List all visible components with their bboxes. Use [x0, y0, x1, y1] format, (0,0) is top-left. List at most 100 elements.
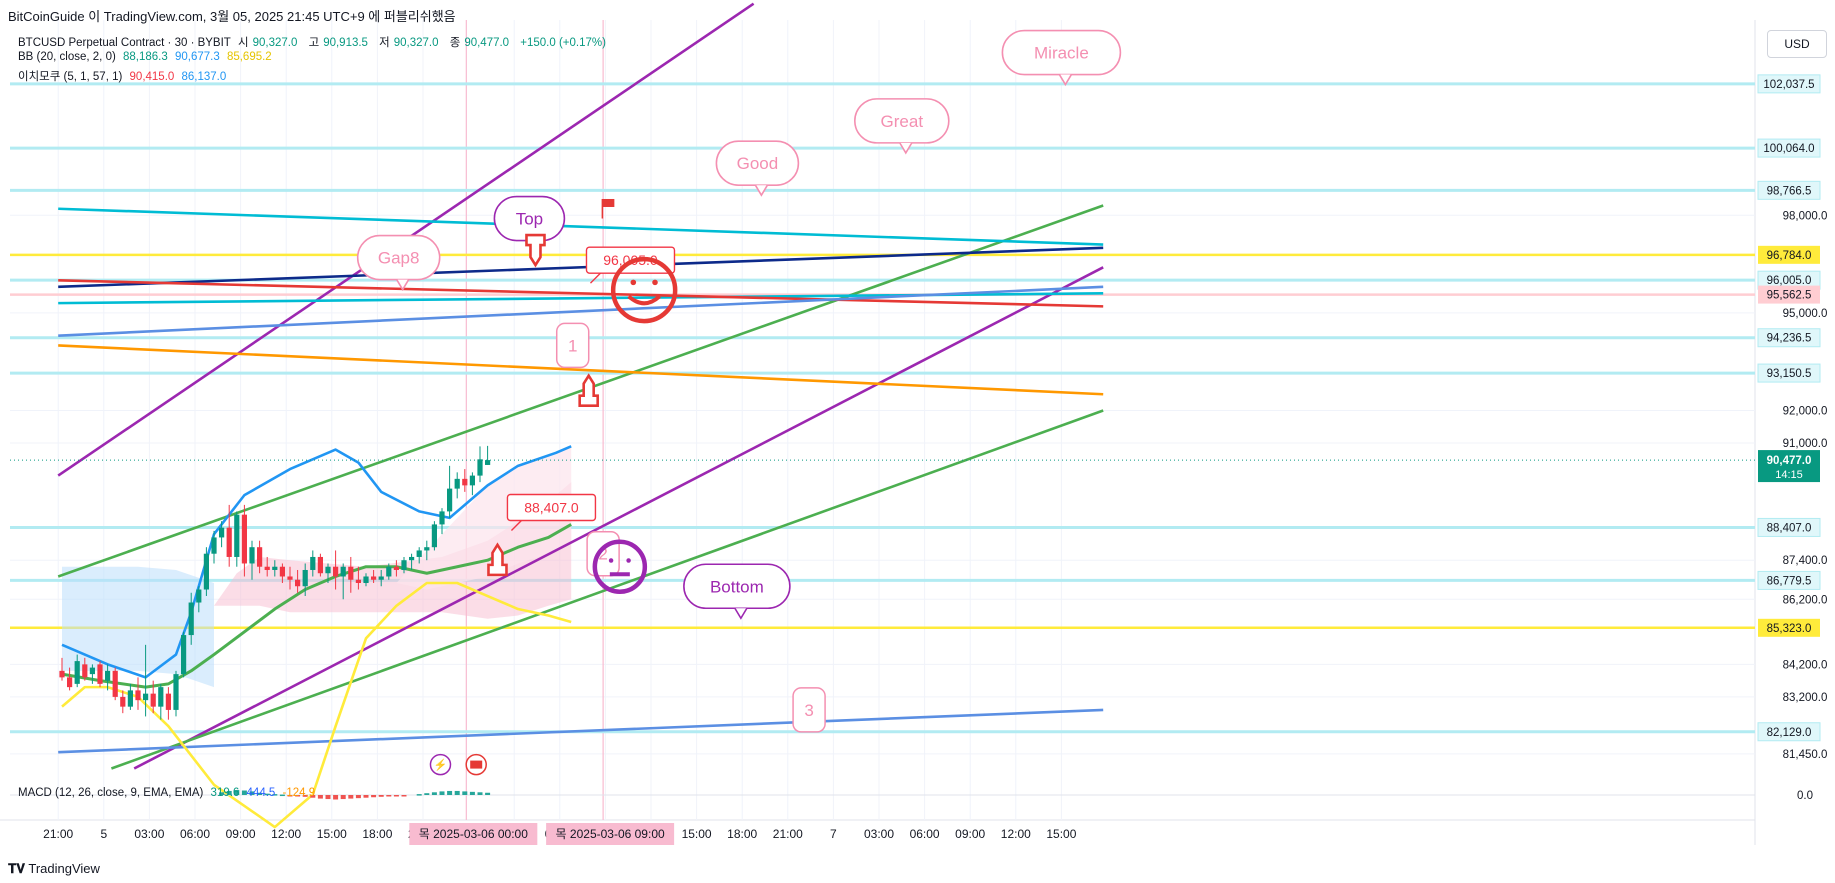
candle-body[interactable]: [409, 556, 415, 561]
current-price-badge[interactable]: [1758, 450, 1820, 483]
candle-body[interactable]: [264, 566, 270, 570]
candle-body[interactable]: [127, 690, 133, 707]
candle-body[interactable]: [447, 488, 453, 512]
candle-body[interactable]: [211, 537, 217, 554]
candle-body[interactable]: [241, 514, 247, 564]
candle-body[interactable]: [105, 670, 111, 681]
candle-body[interactable]: [333, 566, 339, 577]
level-price-badge[interactable]: [1757, 180, 1821, 200]
currency-button[interactable]: USD: [1767, 30, 1827, 58]
number-box[interactable]: [792, 687, 826, 733]
level-price-badge[interactable]: [1757, 328, 1821, 348]
level-price-badge[interactable]: [1757, 570, 1821, 590]
candle-body[interactable]: [340, 566, 346, 577]
candle-body[interactable]: [355, 579, 361, 583]
candle-body[interactable]: [477, 459, 483, 476]
trend-line-navy[interactable]: [58, 246, 1104, 289]
candle-body[interactable]: [257, 547, 263, 567]
level-price-badge[interactable]: [1757, 517, 1821, 537]
trend-line-cyan[interactable]: [58, 207, 1104, 246]
candle-body[interactable]: [181, 635, 187, 675]
candle-body[interactable]: [203, 553, 209, 590]
flag-icon[interactable]: [602, 198, 615, 207]
candle-body[interactable]: [416, 550, 422, 557]
candle-body[interactable]: [226, 527, 232, 557]
candle-body[interactable]: [401, 560, 407, 570]
candle-body[interactable]: [112, 670, 118, 697]
candle-body[interactable]: [325, 566, 331, 574]
candle-body[interactable]: [143, 693, 149, 701]
level-price-badge[interactable]: [1757, 138, 1821, 158]
candle-body[interactable]: [150, 693, 156, 707]
date-marker-badge[interactable]: [546, 823, 675, 845]
trend-line-blue[interactable]: [58, 708, 1104, 754]
lightning-event-icon[interactable]: [429, 753, 452, 776]
trend-line-orange[interactable]: [58, 344, 1104, 396]
candle-body[interactable]: [188, 602, 194, 636]
candle-body[interactable]: [485, 460, 491, 465]
symbol-name[interactable]: BTCUSD Perpetual Contract · 30 · BYBIT: [18, 37, 231, 49]
trend-line-purple[interactable]: [133, 266, 1104, 770]
candle-body[interactable]: [378, 576, 384, 580]
candle-body[interactable]: [393, 566, 399, 570]
candle-body[interactable]: [67, 677, 73, 688]
legend-macd-row[interactable]: MACD (12, 26, close, 9, EMA, EMA) 319.6 …: [18, 787, 319, 799]
macd-bar: [454, 790, 460, 795]
candle-body[interactable]: [454, 478, 460, 489]
candle-body[interactable]: [371, 576, 377, 580]
special-price-badge[interactable]: [1758, 245, 1820, 264]
special-price-badge[interactable]: [1758, 285, 1820, 304]
candle-body[interactable]: [74, 661, 80, 684]
trend-line-green[interactable]: [57, 204, 1104, 578]
candle-body[interactable]: [173, 674, 179, 710]
candle-body[interactable]: [82, 664, 88, 678]
candle-body[interactable]: [165, 693, 171, 710]
candle-body[interactable]: [135, 690, 141, 701]
annotation-text: Miracle: [1034, 44, 1089, 63]
legend-bb-row[interactable]: BB (20, close, 2, 0) 88,186.3 90,677.3 8…: [18, 51, 276, 63]
bar-countdown-label: 14:15: [1775, 469, 1803, 481]
candle-body[interactable]: [295, 579, 301, 587]
candle-body[interactable]: [272, 566, 278, 570]
candle-body[interactable]: [310, 556, 316, 570]
bb-upper-line[interactable]: [61, 445, 572, 679]
candle-body[interactable]: [196, 589, 202, 603]
price-note-box[interactable]: [506, 493, 597, 522]
level-price-badge[interactable]: [1757, 363, 1821, 383]
price-tick-label: 95,000.0: [1783, 308, 1828, 320]
level-price-badge[interactable]: [1757, 722, 1821, 742]
candle-body[interactable]: [424, 547, 430, 551]
macd-bar: [416, 794, 422, 796]
candle-body[interactable]: [431, 524, 437, 548]
candle-body[interactable]: [89, 667, 95, 675]
legend-ichimoku-row[interactable]: 이치모쿠 (5, 1, 57, 1) 90,415.0 86,137.0: [18, 68, 230, 84]
trend-line-blue[interactable]: [58, 285, 1104, 337]
candle-body[interactable]: [249, 547, 255, 564]
level-price-badge[interactable]: [1757, 74, 1821, 94]
annotation-bubble[interactable]: [356, 234, 441, 281]
candle-body[interactable]: [287, 576, 293, 580]
candle-body[interactable]: [363, 576, 369, 583]
trend-line-red[interactable]: [58, 279, 1104, 308]
candle-body[interactable]: [97, 664, 103, 684]
candle-body[interactable]: [234, 514, 240, 557]
candle-body[interactable]: [462, 478, 468, 486]
candle-body[interactable]: [59, 670, 65, 678]
candle-body[interactable]: [120, 696, 126, 707]
candle-body[interactable]: [469, 475, 475, 486]
level-price-label: 100,064.0: [1763, 143, 1814, 155]
candle-body[interactable]: [386, 566, 392, 577]
candle-body[interactable]: [439, 511, 445, 525]
date-marker-badge[interactable]: [409, 823, 538, 845]
candle-body[interactable]: [317, 556, 323, 574]
special-price-badge[interactable]: [1758, 618, 1820, 637]
candle-body[interactable]: [158, 687, 164, 707]
candle-body[interactable]: [219, 527, 225, 538]
macd-value-1: 319.6: [210, 787, 240, 799]
candle-body[interactable]: [348, 566, 354, 580]
time-tick-label: 15:00: [682, 827, 712, 841]
number-box[interactable]: [555, 322, 590, 369]
candle-body[interactable]: [302, 569, 308, 587]
candle-body[interactable]: [279, 566, 285, 577]
